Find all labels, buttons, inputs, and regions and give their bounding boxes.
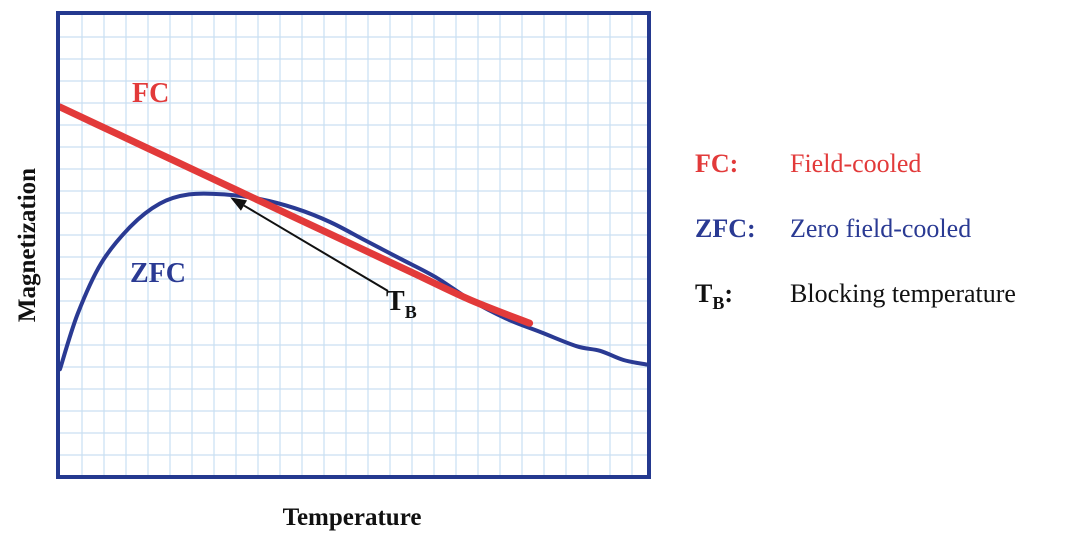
legend-key-zfc: ZFC: [695, 214, 756, 243]
legend-key-tb-main: T [695, 279, 712, 308]
legend: FC: Field-cooled ZFC: Zero field-cooled … [695, 149, 1016, 313]
zfc-curve-label: ZFC [130, 258, 186, 289]
legend-key-fc: FC: [695, 149, 738, 178]
legend-desc-zfc: Zero field-cooled [790, 214, 971, 243]
tb-arrow-head [230, 197, 248, 211]
legend-key-tb-subscript: B [712, 293, 724, 313]
zfc-series-line [58, 191, 649, 372]
y-axis-label: Magnetization [14, 168, 41, 322]
grid [60, 15, 647, 475]
plot-frame [56, 11, 651, 479]
tb-label-subscript: B [405, 302, 417, 322]
legend-entry-fc: FC: Field-cooled [695, 149, 921, 178]
x-axis-label: Temperature [283, 504, 422, 531]
tb-arrow-line [243, 204, 389, 292]
legend-key-tb: TB: [695, 279, 733, 313]
fc-series-line [56, 103, 534, 327]
legend-entry-zfc: ZFC: Zero field-cooled [695, 214, 971, 243]
legend-desc-fc: Field-cooled [790, 149, 921, 178]
legend-entry-tb: TB: Blocking temperature [695, 279, 1016, 313]
legend-desc-tb: Blocking temperature [790, 279, 1016, 308]
legend-key-tb-colon: : [724, 279, 733, 308]
tb-label-main: T [386, 286, 405, 317]
tb-label: TB [386, 286, 417, 322]
tb-annotation: TB [230, 197, 417, 322]
fc-curve-label: FC [132, 78, 169, 109]
